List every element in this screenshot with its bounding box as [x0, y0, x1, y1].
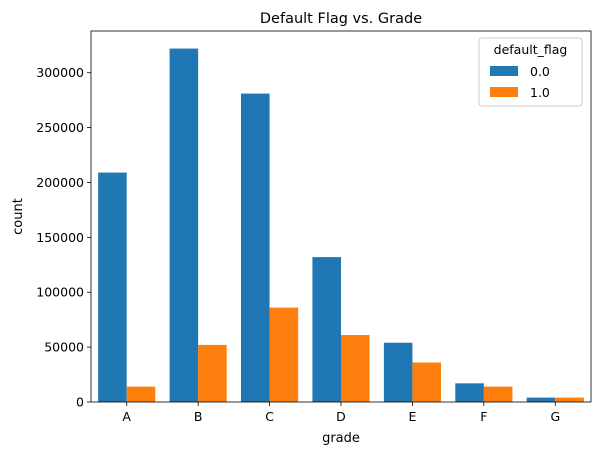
- y-axis-label: count: [11, 198, 26, 235]
- bar-G-0.0: [526, 397, 556, 402]
- x-tick-label: B: [194, 409, 203, 424]
- plot-frame: [90, 30, 592, 403]
- chart-title: Default Flag vs. Grade: [260, 11, 422, 27]
- bars-group: [98, 48, 584, 403]
- x-axis-label: grade: [322, 431, 360, 446]
- y-tick-label: 300000: [36, 65, 84, 80]
- bar-F-1.0: [483, 386, 513, 402]
- y-axis-ticks: 0 50000 100000 150000 200000 250000 300000: [36, 65, 91, 410]
- legend-entries: 0.01.0: [490, 64, 550, 100]
- y-tick-label: 100000: [36, 285, 84, 300]
- legend-label: 0.0: [530, 64, 550, 79]
- bar-A-0.0: [98, 172, 127, 402]
- bar-B-1.0: [198, 344, 227, 402]
- y-tick-label: 250000: [36, 120, 84, 135]
- bar-C-1.0: [269, 307, 299, 402]
- bar-D-0.0: [312, 257, 341, 402]
- x-tick-label: A: [122, 409, 131, 424]
- y-tick-label: 200000: [36, 175, 84, 190]
- bar-D-1.0: [341, 335, 370, 402]
- x-tick-label: G: [550, 409, 560, 424]
- legend: default_flag 0.01.0: [478, 37, 583, 107]
- x-axis-ticks: A B C D E F G: [122, 402, 560, 424]
- legend-label: 1.0: [530, 85, 550, 100]
- x-tick-label: C: [265, 409, 274, 424]
- bar-B-0.0: [169, 48, 199, 403]
- x-tick-label: D: [336, 409, 346, 424]
- bar-E-1.0: [412, 362, 441, 402]
- bar-C-0.0: [241, 93, 270, 402]
- y-tick-label: 150000: [36, 230, 84, 245]
- legend-title: default_flag: [494, 42, 568, 57]
- bar-F-0.0: [455, 383, 484, 402]
- y-tick-label: 50000: [44, 340, 84, 355]
- x-tick-label: E: [408, 409, 416, 424]
- bar-E-0.0: [383, 342, 413, 402]
- y-tick-label: 0: [76, 395, 84, 410]
- bar-A-1.0: [126, 386, 156, 402]
- bar-G-1.0: [555, 397, 584, 402]
- legend-swatch-0.0: [490, 66, 518, 76]
- legend-swatch-1.0: [490, 87, 518, 97]
- x-tick-label: F: [480, 409, 487, 424]
